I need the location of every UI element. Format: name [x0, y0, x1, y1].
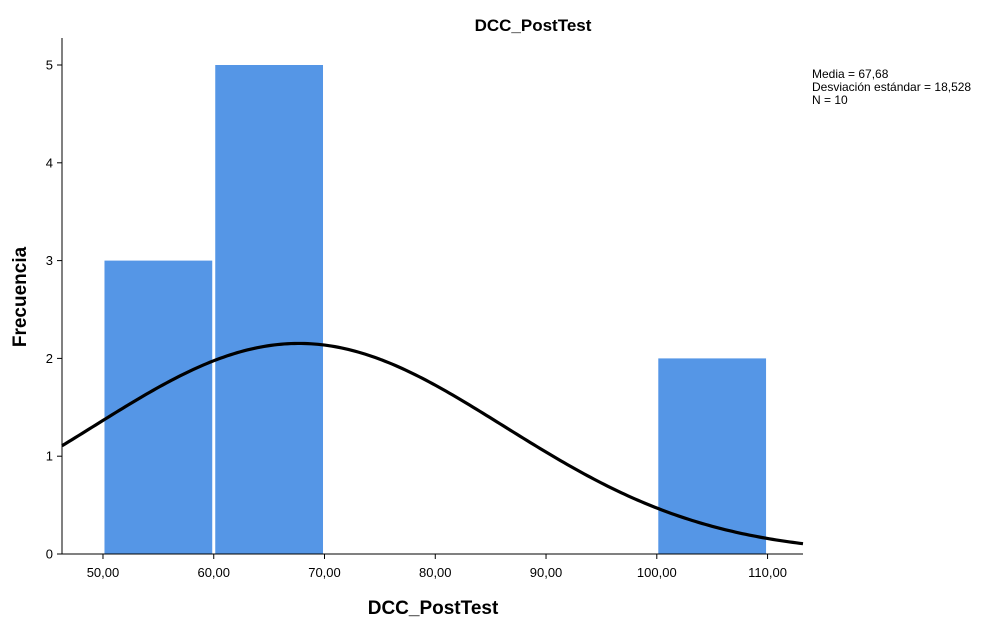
y-tick-label: 4: [46, 155, 53, 170]
y-tick-label: 2: [46, 351, 53, 366]
stats-box: Media = 67,68 Desviación estándar = 18,5…: [812, 67, 971, 107]
chart-title: DCC_PostTest: [475, 16, 592, 35]
x-axis-ticks: 50,00 60,00 70,00 80,00 90,00 100,00 110,00: [87, 554, 787, 580]
histogram-bar-0: [104, 260, 213, 554]
normal-curve-layer: [61, 341, 804, 546]
y-tick-label: 1: [46, 449, 53, 464]
x-axis-label: DCC_PostTest: [368, 598, 499, 618]
y-axis-label: Frecuencia: [10, 246, 31, 347]
x-tick-label: 70,00: [308, 565, 341, 580]
x-tick-label: 100,00: [637, 565, 677, 580]
y-tick-label: 5: [46, 58, 53, 73]
y-axis-ticks: 0 1 2 3 4 5: [46, 58, 62, 562]
x-tick-label: 90,00: [530, 565, 563, 580]
stat-n: N = 10: [812, 93, 848, 107]
y-tick-label: 0: [46, 547, 53, 562]
histogram-bars: [104, 65, 767, 554]
histogram-bar-1: [215, 65, 324, 554]
normal-curve: [61, 341, 804, 546]
y-tick-label: 3: [46, 253, 53, 268]
axes: [61, 38, 803, 555]
stat-std-dev: Desviación estándar = 18,528: [812, 80, 971, 94]
x-tick-label: 80,00: [419, 565, 452, 580]
x-tick-label: 50,00: [87, 565, 120, 580]
histogram-bar-5: [658, 358, 767, 554]
stat-mean: Media = 67,68: [812, 67, 889, 81]
x-tick-label: 60,00: [197, 565, 230, 580]
x-tick-label: 110,00: [748, 565, 787, 580]
